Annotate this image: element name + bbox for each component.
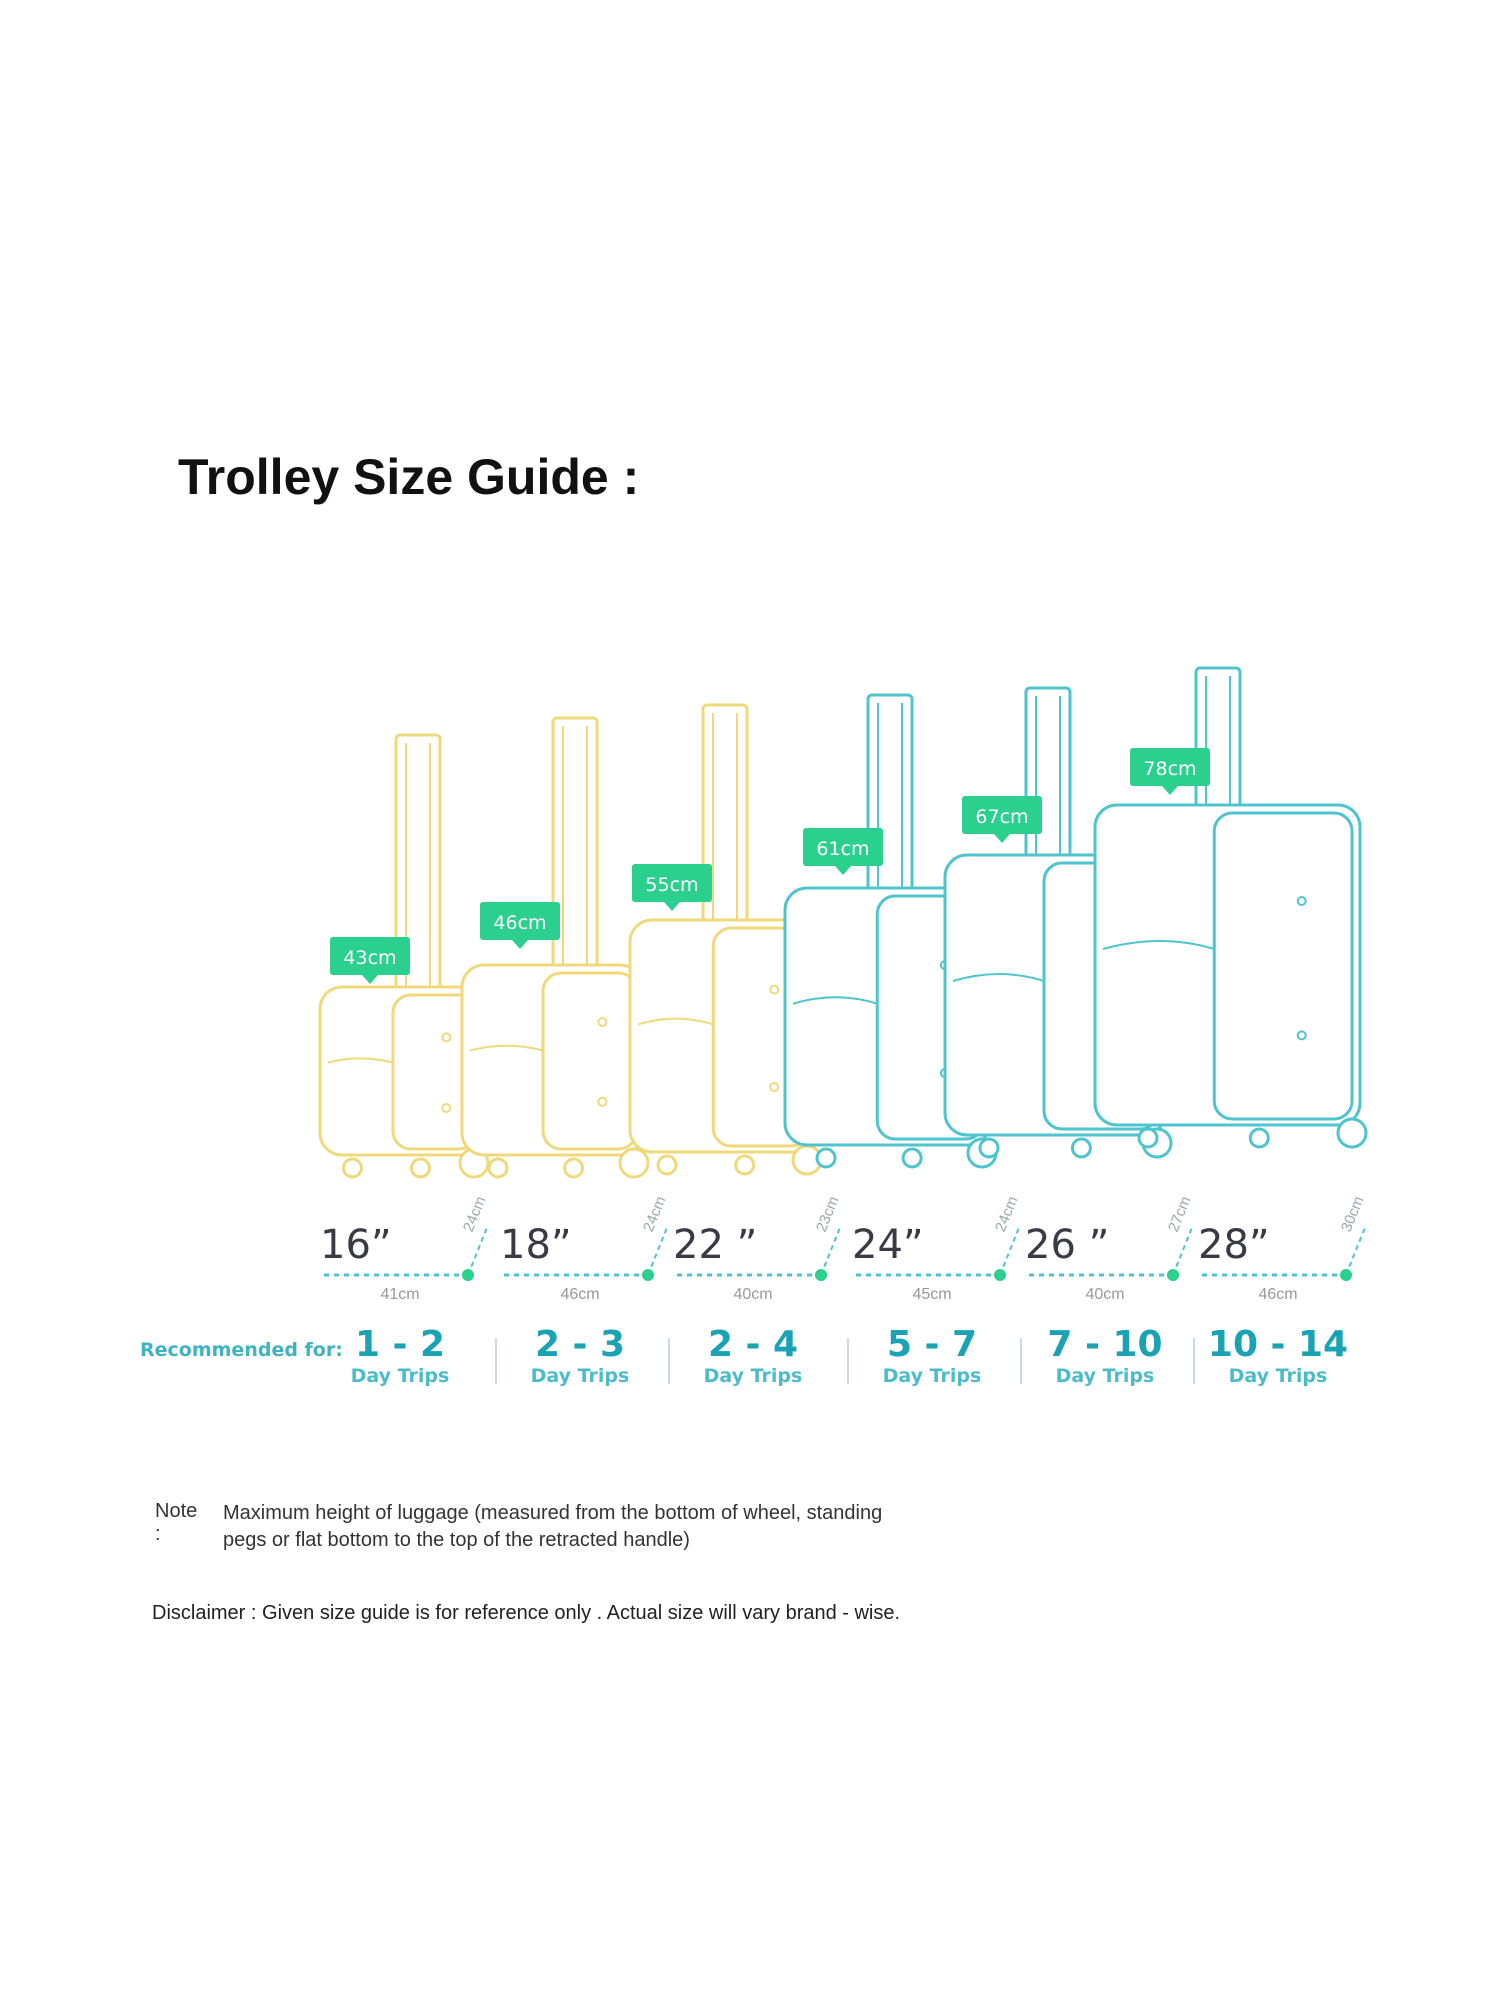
width-label: 45cm bbox=[912, 1286, 952, 1303]
width-label: 40cm bbox=[1085, 1286, 1125, 1303]
wheel-icon bbox=[341, 1157, 363, 1179]
suitcase-1: 46cm bbox=[460, 716, 650, 1179]
wheel-icon bbox=[1070, 1137, 1092, 1159]
trip-unit: Day Trips bbox=[1228, 1365, 1328, 1387]
height-tag-label: 67cm bbox=[975, 806, 1028, 828]
size-label: 24” bbox=[852, 1222, 924, 1268]
size-label: 28” bbox=[1198, 1222, 1270, 1268]
height-tag bbox=[962, 796, 1042, 834]
height-tag-label: 78cm bbox=[1143, 758, 1196, 780]
disclaimer: Disclaimer : Given size guide is for ref… bbox=[152, 1602, 901, 1624]
page-title: Trolley Size Guide : bbox=[178, 449, 640, 505]
width-label: 41cm bbox=[380, 1286, 420, 1303]
size-label: 22 ” bbox=[673, 1222, 758, 1268]
trip-days: 5 - 7 bbox=[886, 1324, 978, 1365]
recommended-label: Recommended for: bbox=[140, 1339, 343, 1361]
wheel-icon bbox=[563, 1157, 585, 1179]
height-tag-label: 61cm bbox=[816, 838, 869, 860]
height-tag bbox=[803, 828, 883, 866]
trip-days: 2 - 4 bbox=[707, 1324, 799, 1365]
wheel-icon bbox=[656, 1154, 678, 1176]
dimension-line bbox=[1029, 1224, 1194, 1281]
height-tag bbox=[1130, 748, 1210, 786]
wheel-icon bbox=[1336, 1117, 1368, 1149]
trip-recommendation: 5 - 7 Day Trips bbox=[857, 1324, 1007, 1388]
height-tag bbox=[480, 902, 560, 940]
trip-recommendation: 1 - 2 Day Trips bbox=[325, 1324, 475, 1388]
wheel-icon bbox=[618, 1147, 650, 1179]
height-tag-label: 55cm bbox=[645, 874, 698, 896]
dimension-line bbox=[324, 1224, 489, 1281]
width-label: 40cm bbox=[733, 1286, 773, 1303]
dimension-line bbox=[677, 1224, 842, 1281]
wheel-icon bbox=[1248, 1127, 1270, 1149]
height-tag bbox=[330, 937, 410, 975]
column-divider bbox=[1193, 1338, 1195, 1384]
wheel-icon bbox=[1137, 1127, 1159, 1149]
column-divider bbox=[495, 1338, 497, 1384]
column-divider bbox=[668, 1338, 670, 1384]
wheel-icon bbox=[978, 1137, 1000, 1159]
height-tag-label: 43cm bbox=[343, 947, 396, 969]
trip-recommendation: 2 - 3 Day Trips bbox=[505, 1324, 655, 1388]
handle bbox=[1194, 666, 1242, 817]
column-divider bbox=[1020, 1338, 1022, 1384]
size-label: 16” bbox=[320, 1222, 392, 1268]
dimension-line bbox=[1202, 1224, 1367, 1281]
size-label: 26 ” bbox=[1025, 1222, 1110, 1268]
trip-recommendation: 2 - 4 Day Trips bbox=[678, 1324, 828, 1388]
handle bbox=[866, 693, 914, 900]
note-label: Note : bbox=[155, 1500, 198, 1545]
wheel-icon bbox=[901, 1147, 923, 1169]
suitcase-5: 78cm bbox=[1093, 666, 1368, 1149]
trip-recommendation: 10 - 14 Day Trips bbox=[1203, 1324, 1353, 1388]
width-label: 46cm bbox=[560, 1286, 600, 1303]
note-text: Maximum height of luggage (measured from… bbox=[223, 1502, 883, 1551]
trip-unit: Day Trips bbox=[350, 1365, 450, 1387]
height-tag bbox=[632, 864, 712, 902]
width-label: 46cm bbox=[1258, 1286, 1298, 1303]
trip-days: 7 - 10 bbox=[1047, 1324, 1163, 1365]
trip-days: 1 - 2 bbox=[354, 1324, 446, 1365]
column-divider bbox=[847, 1338, 849, 1384]
trip-recommendation: 7 - 10 Day Trips bbox=[1030, 1324, 1180, 1388]
handle bbox=[1024, 686, 1072, 867]
trip-unit: Day Trips bbox=[703, 1365, 803, 1387]
luggage-illustration: 43cm 46cm 55cm 61cm 67cm 78cm bbox=[318, 666, 1368, 1281]
size-label: 18” bbox=[500, 1222, 572, 1268]
trip-unit: Day Trips bbox=[1055, 1365, 1155, 1387]
wheel-icon bbox=[815, 1147, 837, 1169]
dimension-line bbox=[504, 1224, 669, 1281]
height-tag-label: 46cm bbox=[493, 912, 546, 934]
wheel-icon bbox=[734, 1154, 756, 1176]
trip-days: 2 - 3 bbox=[534, 1324, 626, 1365]
trip-unit: Day Trips bbox=[530, 1365, 630, 1387]
trip-unit: Day Trips bbox=[882, 1365, 982, 1387]
dimension-line bbox=[856, 1224, 1021, 1281]
wheel-icon bbox=[487, 1157, 509, 1179]
wheel-icon bbox=[409, 1157, 431, 1179]
trip-days: 10 - 14 bbox=[1207, 1324, 1349, 1365]
